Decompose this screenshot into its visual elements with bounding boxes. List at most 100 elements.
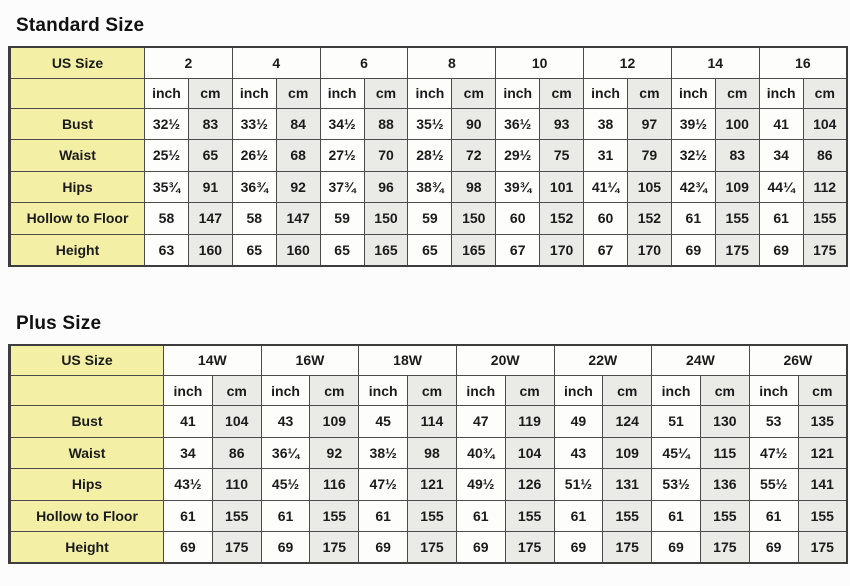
- unit-cm-header: cm: [407, 375, 457, 406]
- inch-value-cell: 51½: [553, 468, 604, 501]
- unit-inch-header: inch: [260, 375, 311, 406]
- cm-value-cell: 91: [187, 170, 233, 203]
- unit-inch-header: inch: [758, 77, 804, 109]
- size-column-header: 14W: [163, 344, 262, 376]
- inch-value-cell: 44¼: [758, 170, 804, 203]
- inch-value-cell: 47½: [748, 436, 799, 469]
- inch-value-cell: 58: [144, 202, 189, 235]
- size-column-header: 2: [144, 46, 233, 79]
- cm-value-cell: 165: [451, 233, 497, 266]
- inch-value-cell: 65: [407, 233, 453, 266]
- cm-value-cell: 75: [539, 139, 585, 172]
- inch-value-cell: 67: [583, 233, 628, 266]
- us-size-corner-header: US Size: [9, 344, 164, 376]
- cm-value-cell: 175: [309, 531, 360, 564]
- cm-value-cell: 175: [797, 531, 848, 564]
- cm-value-cell: 84: [275, 107, 321, 140]
- cm-value-cell: 155: [714, 202, 760, 235]
- unit-cm-header: cm: [309, 375, 360, 406]
- inch-value-cell: 69: [455, 531, 506, 564]
- unit-inch-header: inch: [670, 77, 716, 109]
- size-column-header: 14: [670, 46, 760, 79]
- measurement-row: Height 69 175 69 175 69 175 69 175 69 175 69 175 69 17…: [9, 531, 848, 564]
- cm-value-cell: 165: [363, 233, 409, 266]
- unit-cm-header: cm: [451, 77, 497, 109]
- unit-cm-header: cm: [504, 375, 555, 406]
- inch-value-cell: 49½: [455, 468, 506, 501]
- unit-cm-header: cm: [539, 77, 585, 109]
- unit-inch-header: inch: [748, 375, 799, 406]
- cm-value-cell: 88: [363, 107, 409, 140]
- cm-value-cell: 104: [802, 107, 848, 140]
- size-column-header: 12: [583, 46, 672, 79]
- cm-value-cell: 90: [451, 107, 497, 140]
- cm-value-cell: 155: [797, 499, 848, 532]
- cm-value-cell: 86: [211, 436, 262, 469]
- cm-value-cell: 115: [699, 436, 750, 469]
- inch-value-cell: 61: [553, 499, 604, 532]
- cm-value-cell: 155: [407, 499, 457, 532]
- cm-value-cell: 175: [407, 531, 457, 564]
- inch-value-cell: 55½: [748, 468, 799, 501]
- measurement-row-label: Waist: [9, 436, 164, 469]
- measurement-row: Hollow to Floor 61 155 61 155 61 155 61 155 61 155…: [9, 499, 848, 532]
- measurement-row-label: Hollow to Floor: [9, 202, 145, 235]
- cm-value-cell: 147: [275, 202, 321, 235]
- inch-value-cell: 61: [670, 202, 716, 235]
- cm-value-cell: 104: [211, 405, 262, 438]
- inch-value-cell: 43: [553, 436, 604, 469]
- cm-value-cell: 65: [187, 139, 233, 172]
- unit-cm-header: cm: [211, 375, 262, 406]
- inch-value-cell: 38½: [358, 436, 409, 469]
- inch-value-cell: 41¼: [583, 170, 628, 203]
- inch-value-cell: 67: [495, 233, 541, 266]
- size-column-header: 16: [758, 46, 848, 79]
- inch-value-cell: 32½: [144, 107, 189, 140]
- cm-value-cell: 92: [309, 436, 360, 469]
- size-column-header: 6: [319, 46, 409, 79]
- inch-value-cell: 45¼: [651, 436, 701, 469]
- inch-value-cell: 61: [748, 499, 799, 532]
- size-column-header: 22W: [553, 344, 653, 376]
- inch-value-cell: 63: [144, 233, 189, 266]
- unit-inch-header: inch: [495, 77, 541, 109]
- measurement-row: Waist 25½ 65 26½ 68 27½ 70 28½ 72 29½ 75 31 79 32½ 83 3…: [9, 139, 848, 172]
- inch-value-cell: 69: [163, 531, 213, 564]
- cm-value-cell: 109: [714, 170, 760, 203]
- cm-value-cell: 109: [602, 436, 653, 469]
- inch-value-cell: 61: [358, 499, 409, 532]
- cm-value-cell: 79: [626, 139, 672, 172]
- cm-value-cell: 96: [363, 170, 409, 203]
- inch-value-cell: 69: [758, 233, 804, 266]
- cm-value-cell: 160: [187, 233, 233, 266]
- inch-value-cell: 53: [748, 405, 799, 438]
- cm-value-cell: 92: [275, 170, 321, 203]
- cm-value-cell: 150: [451, 202, 497, 235]
- cm-value-cell: 152: [626, 202, 672, 235]
- cm-value-cell: 68: [275, 139, 321, 172]
- cm-value-cell: 121: [797, 436, 848, 469]
- inch-value-cell: 40¾: [455, 436, 506, 469]
- inch-value-cell: 69: [358, 531, 409, 564]
- standard-size-title: Standard Size: [16, 15, 145, 36]
- unit-inch-header: inch: [651, 375, 701, 406]
- inch-value-cell: 53½: [651, 468, 701, 501]
- inch-value-cell: 65: [231, 233, 277, 266]
- cm-value-cell: 175: [802, 233, 848, 266]
- size-column-header: 16W: [260, 344, 360, 376]
- unit-inch-header: inch: [553, 375, 604, 406]
- cm-value-cell: 175: [211, 531, 262, 564]
- measurement-row: Bust 41 104 43 109 45 114 47 119 49 124 51 130 53 135: [9, 405, 848, 438]
- unit-inch-header: inch: [144, 77, 189, 109]
- cm-value-cell: 83: [187, 107, 233, 140]
- size-column-header: 8: [407, 46, 497, 79]
- inch-value-cell: 27½: [319, 139, 365, 172]
- unit-inch-header: inch: [583, 77, 628, 109]
- inch-value-cell: 34: [163, 436, 213, 469]
- cm-value-cell: 135: [797, 405, 848, 438]
- inch-value-cell: 31: [583, 139, 628, 172]
- cm-value-cell: 155: [602, 499, 653, 532]
- unit-inch-header: inch: [455, 375, 506, 406]
- cm-value-cell: 70: [363, 139, 409, 172]
- inch-value-cell: 69: [748, 531, 799, 564]
